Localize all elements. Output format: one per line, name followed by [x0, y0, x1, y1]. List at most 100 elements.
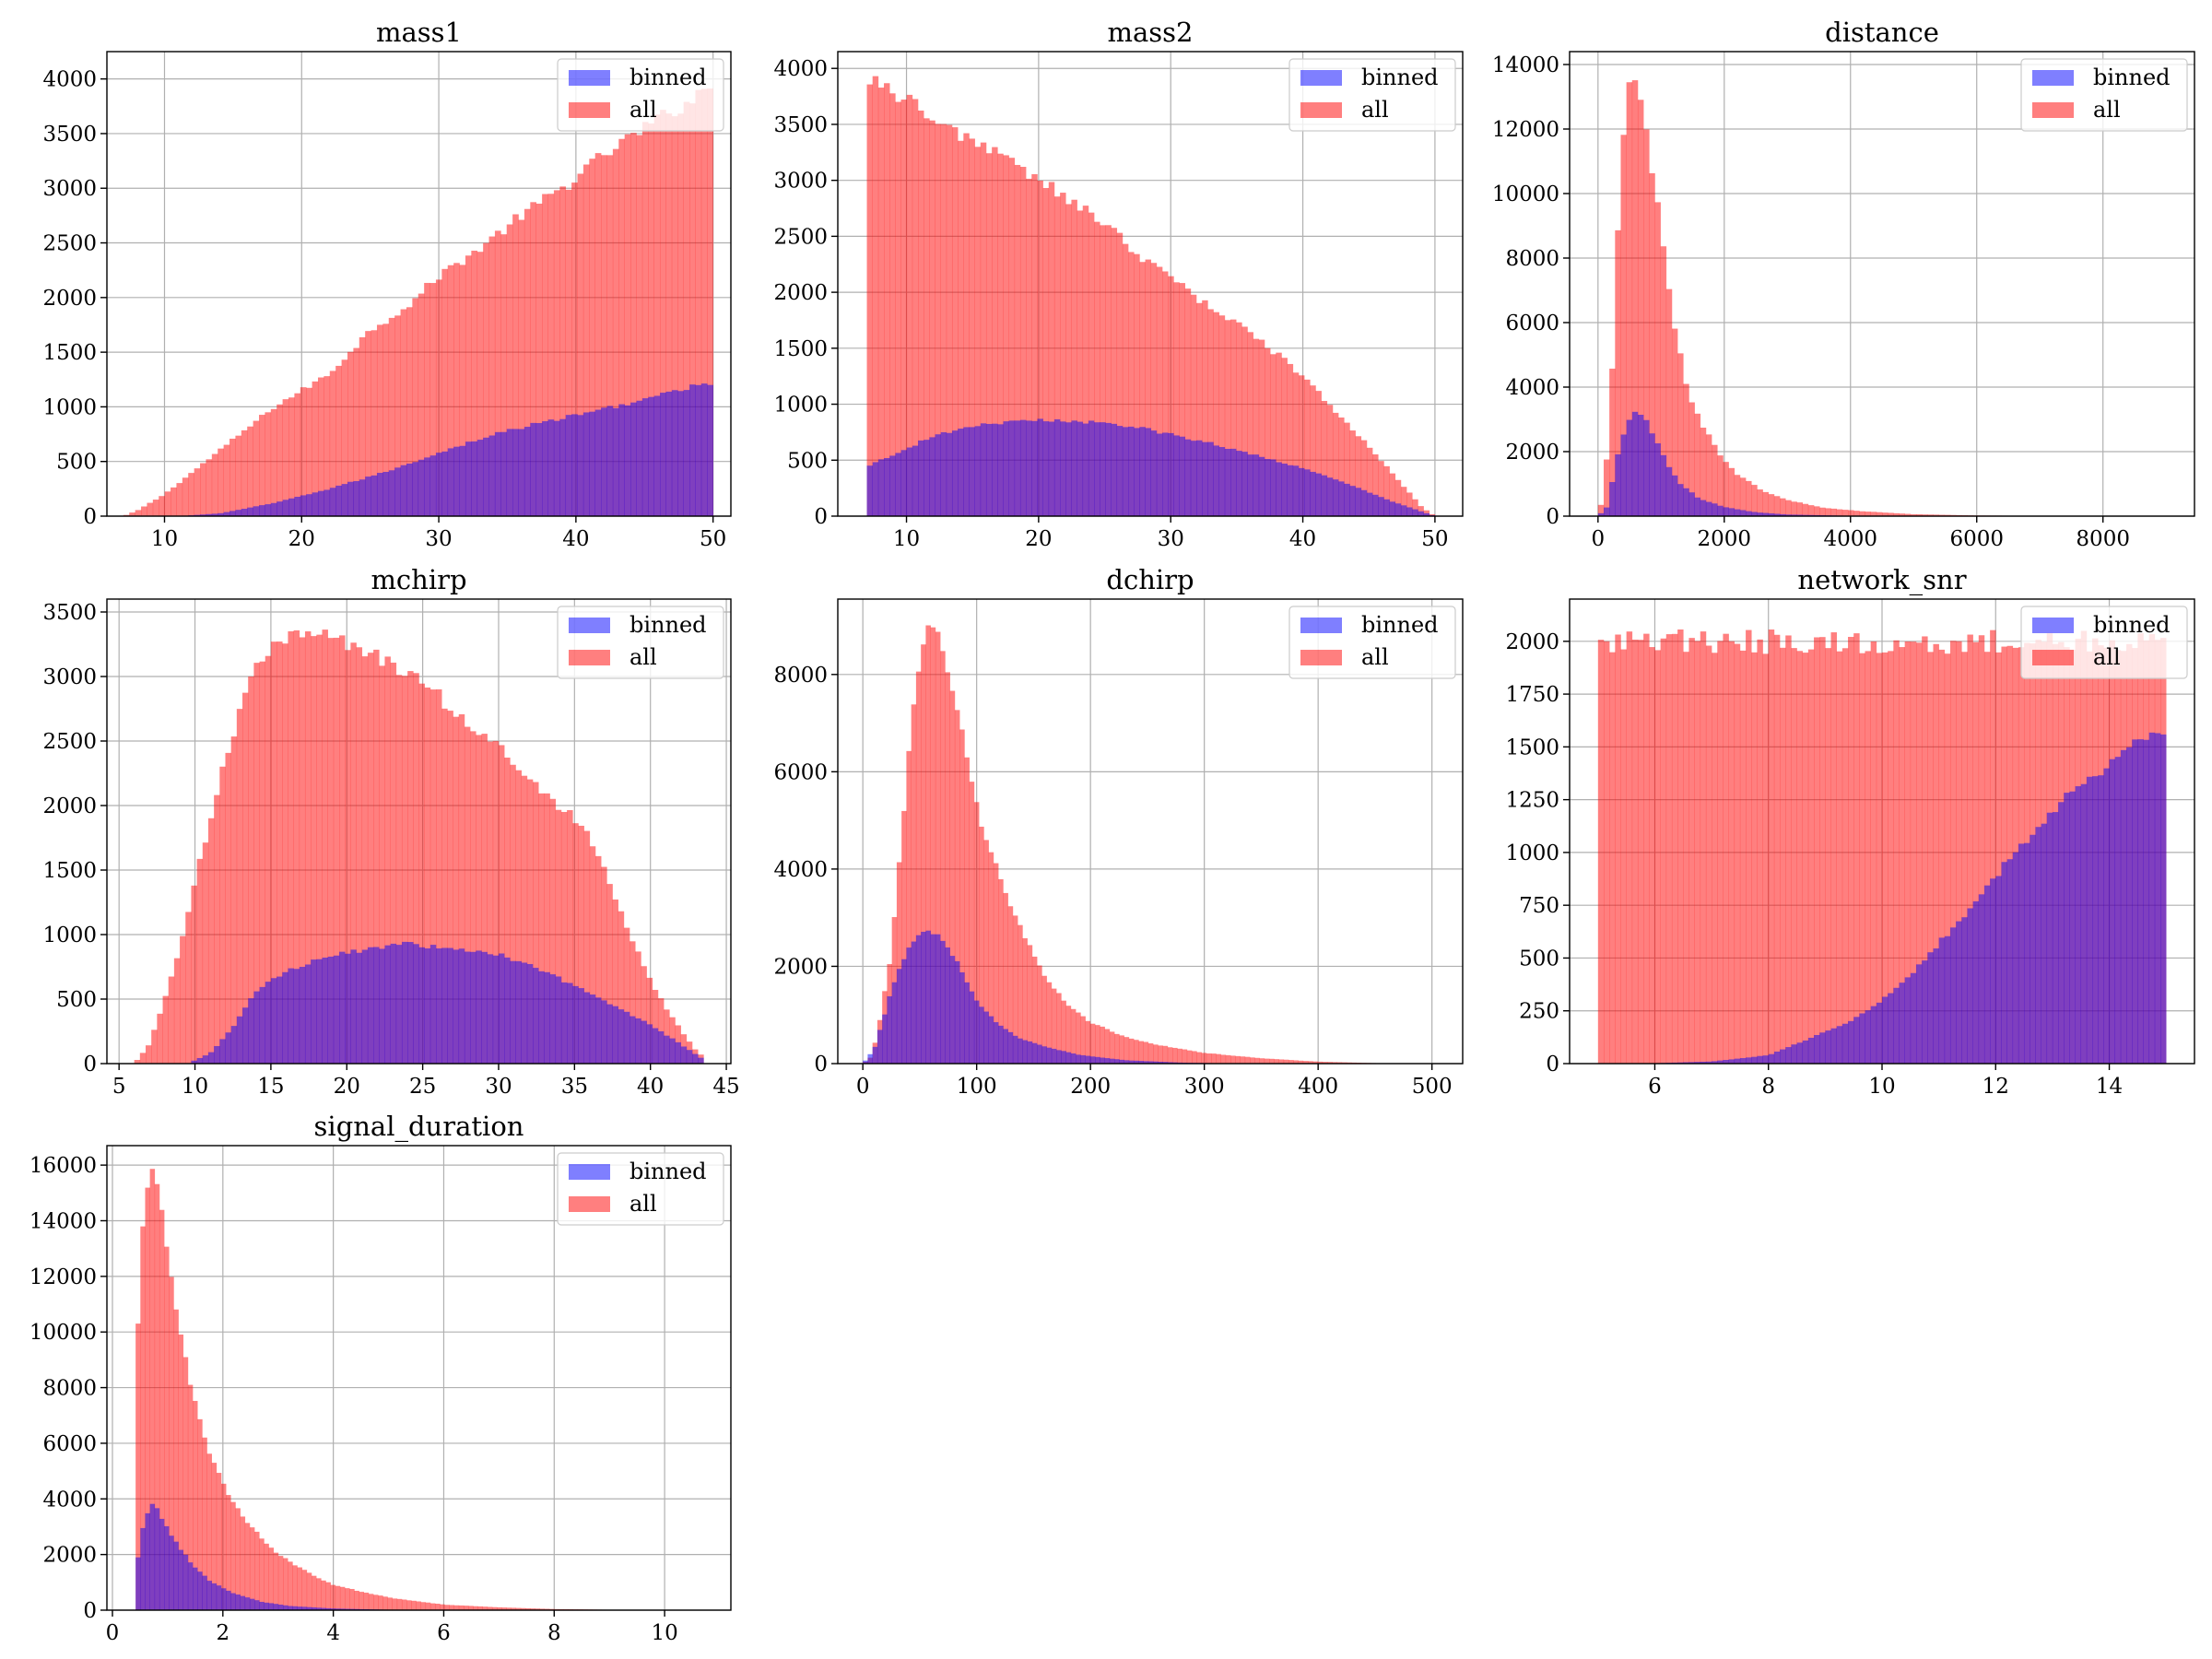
histogram-bar [1677, 484, 1684, 516]
histogram-bar [1762, 653, 1770, 1064]
y-tick-label: 1500 [42, 859, 97, 883]
y-tick-label: 0 [83, 1053, 97, 1077]
histogram-bar [901, 810, 907, 1064]
histogram-bar [918, 440, 924, 516]
histogram-bar [400, 309, 407, 516]
histogram-bar [538, 793, 545, 1064]
histogram-bar [1972, 641, 1980, 1064]
histogram-bar [589, 159, 595, 517]
histogram-bar [695, 384, 702, 516]
histogram-bar [979, 1006, 984, 1064]
histogram-bar [1825, 648, 1831, 1064]
histogram-bar [206, 1581, 212, 1610]
histogram-bar [1213, 312, 1219, 516]
histogram-bar [1060, 421, 1066, 516]
histogram-bar [578, 825, 584, 1064]
histogram-bar [1236, 322, 1242, 516]
histogram-bar [521, 775, 528, 1064]
histogram-bar [339, 1586, 346, 1610]
histogram-bar [361, 656, 369, 1064]
histogram-bar [329, 488, 336, 516]
histogram-bar [1344, 483, 1350, 516]
y-tick-label: 0 [83, 505, 97, 529]
y-tick-label: 4000 [42, 1488, 97, 1512]
series-binned [863, 930, 1241, 1064]
histogram-bar [1065, 1052, 1072, 1064]
histogram-bar [689, 103, 696, 516]
histogram-bar [1825, 1030, 1831, 1064]
histogram-bar [316, 1607, 322, 1610]
histogram-bar [1802, 1040, 1809, 1064]
histogram-bar [1225, 1054, 1231, 1064]
histogram-bar [273, 1552, 279, 1610]
histogram-bar [1615, 229, 1621, 517]
histogram-bar [304, 964, 312, 1064]
histogram-bar [361, 949, 369, 1064]
histogram-bar [330, 1584, 336, 1610]
histogram-bar [1915, 513, 1923, 516]
histogram-bar [624, 134, 631, 517]
histogram-bar [542, 194, 548, 516]
histogram-panel-mass1: 10 20 30 40 50050010001500200025003000350040… [42, 17, 732, 551]
series-all [863, 625, 1444, 1064]
histogram-bar [373, 1594, 379, 1610]
histogram-bar [1859, 653, 1865, 1064]
histogram-bar [518, 219, 525, 516]
histogram-bar [997, 424, 1004, 516]
histogram-bar [653, 114, 661, 516]
histogram-bar [630, 402, 637, 516]
histogram-bar [1317, 1061, 1324, 1064]
histogram-bar [240, 1516, 246, 1610]
histogram-bar [356, 647, 363, 1064]
histogram-bar [1070, 1008, 1077, 1064]
histogram-bar [1406, 492, 1413, 516]
histogram-bar [349, 1589, 355, 1610]
histogram-bar [159, 1518, 165, 1610]
histogram-bar [1105, 225, 1112, 516]
histogram-bar [1956, 921, 1962, 1064]
y-tick-label: 3500 [42, 123, 97, 147]
histogram-bar [282, 971, 288, 1064]
histogram-bar [164, 491, 171, 516]
histogram-bar [140, 1527, 146, 1610]
histogram-bar [1022, 1040, 1028, 1064]
histogram-bar [2086, 776, 2093, 1064]
histogram-bar [1910, 641, 1917, 1064]
histogram-bar [216, 1473, 222, 1610]
histogram-bar [1056, 993, 1062, 1064]
x-tick-label: 30 [485, 1075, 512, 1099]
histogram-bar [440, 1604, 445, 1610]
histogram-bar [1065, 204, 1072, 516]
histogram-bar [1202, 441, 1208, 516]
histogram-bar [1259, 1058, 1265, 1064]
y-tick-label: 2000 [1505, 441, 1559, 465]
histogram-bar [1780, 498, 1786, 516]
histogram-bar [407, 942, 414, 1064]
histogram-bar [949, 956, 956, 1064]
histogram-bar [1274, 1059, 1279, 1064]
histogram-bar [1751, 512, 1758, 516]
histogram-bar [1173, 282, 1180, 516]
histogram-bar [915, 935, 922, 1064]
legend-label-all: all [1361, 97, 1389, 123]
y-tick-label: 3500 [42, 601, 97, 625]
histogram-bar [985, 153, 993, 516]
histogram-bar [236, 1016, 243, 1064]
histogram-bar [1258, 339, 1265, 516]
histogram-bar [264, 1543, 269, 1610]
histogram-bar [1836, 651, 1843, 1064]
histogram-bar [1060, 193, 1066, 516]
histogram-bar [1344, 422, 1350, 516]
histogram-bar [594, 409, 602, 516]
histogram-bar [1859, 511, 1865, 516]
histogram-bar [413, 944, 419, 1064]
histogram-bar [1241, 452, 1248, 516]
histogram-bar [1893, 640, 1900, 1064]
histogram-bar [1893, 512, 1900, 516]
x-tick-label: 8000 [2076, 527, 2130, 551]
histogram-bar [1332, 1062, 1337, 1064]
histogram-bar [992, 423, 998, 516]
histogram-bar [435, 279, 442, 516]
histogram-bar [1179, 283, 1185, 516]
histogram-bar [341, 484, 348, 516]
